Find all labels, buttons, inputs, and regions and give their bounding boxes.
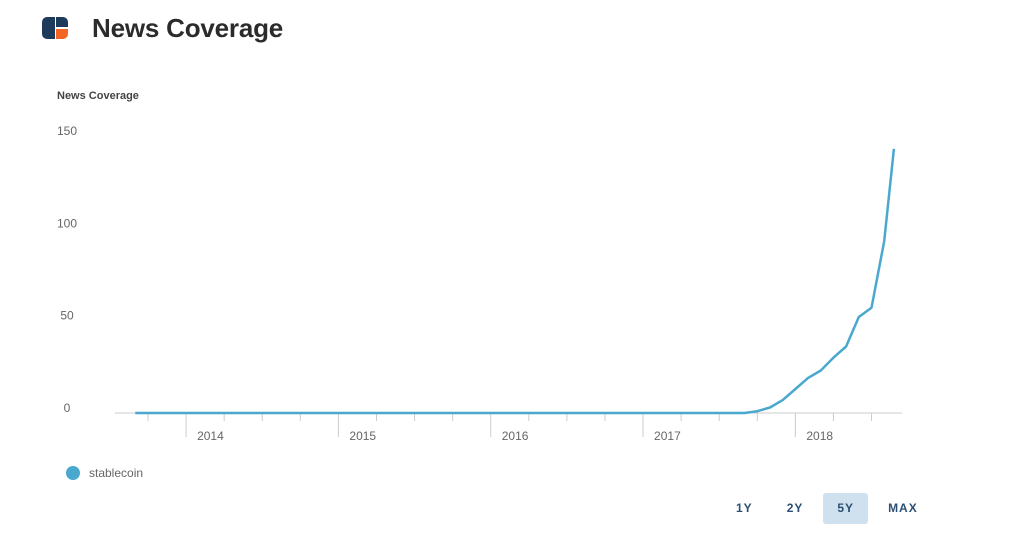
x-tick-label: 2018 — [806, 429, 833, 443]
news-coverage-chart: News Coverage 0 50 100 150 2014 2015 2016 2017… — [57, 90, 902, 443]
header: News Coverage — [42, 12, 283, 44]
y-tick-label: 100 — [57, 216, 77, 230]
series-layer — [135, 148, 896, 415]
range-button-1y[interactable]: 1Y — [736, 501, 753, 515]
x-axis: 2014 2015 2016 2017 2018 — [115, 412, 902, 443]
y-tick-label: 0 — [64, 401, 71, 415]
x-tick-label: 2015 — [349, 429, 376, 443]
range-button-5y[interactable]: 5Y — [823, 493, 869, 524]
x-tick-label: 2014 — [197, 429, 224, 443]
range-button-max[interactable]: MAX — [888, 501, 918, 515]
x-tick-label: 2017 — [654, 429, 681, 443]
legend-label-stablecoin: stablecoin — [89, 466, 144, 480]
legend-marker-stablecoin — [66, 466, 80, 480]
series-line-stablecoin — [135, 148, 896, 415]
y-tick-labels: 0 50 100 150 — [57, 124, 77, 415]
y-tick-label: 150 — [57, 124, 77, 138]
page-title: News Coverage — [92, 12, 284, 43]
legend[interactable]: stablecoin — [66, 466, 143, 480]
x-tick-label: 2016 — [502, 429, 529, 443]
range-selector: 1Y 2Y 5Y MAX — [722, 493, 938, 524]
brand-logo-icon — [42, 17, 68, 39]
range-button-2y[interactable]: 2Y — [786, 501, 804, 515]
y-tick-label: 50 — [60, 309, 74, 323]
y-axis-label: News Coverage — [57, 90, 139, 102]
